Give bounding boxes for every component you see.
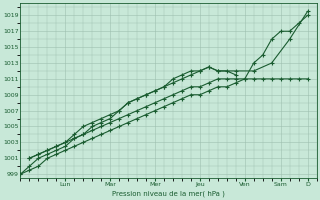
X-axis label: Pression niveau de la mer( hPa ): Pression niveau de la mer( hPa ) — [112, 190, 225, 197]
